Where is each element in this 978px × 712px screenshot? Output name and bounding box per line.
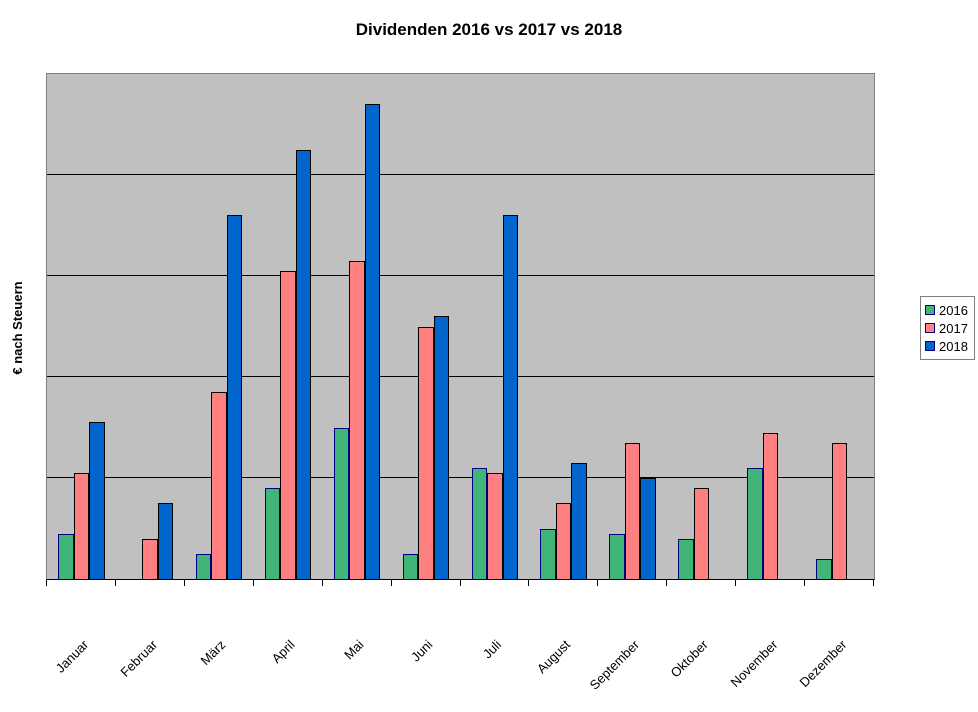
bar-august-2016 [540,528,556,579]
bar-mai-2017 [349,260,365,579]
bar-november-2017 [762,432,779,579]
legend-swatch-2018 [925,341,935,351]
legend-item-2016: 2016 [925,301,971,319]
bar-dezember-2017 [831,442,848,579]
bar-mai-2016 [333,427,350,579]
x-axis-tick [183,580,185,586]
bar-januar-2016 [58,533,74,579]
x-axis-tick [666,580,668,586]
gridline [47,174,874,175]
x-axis-tick [114,580,116,586]
x-axis-tick [528,580,530,586]
y-axis-title: € nach Steuern [10,281,25,375]
bar-märz-2016 [195,553,212,579]
bar-juli-2017 [487,472,503,579]
bar-september-2016 [609,533,625,579]
x-axis-tick [321,580,323,586]
bar-juni-2017 [418,326,434,579]
bar-februar-2017 [142,538,158,579]
x-axis-tick [873,580,874,586]
x-axis-label: Juli [480,637,505,662]
bar-september-2017 [624,442,641,579]
legend-swatch-2016 [925,305,935,315]
bar-april-2016 [264,488,281,579]
x-axis-tick [735,580,737,586]
bar-juni-2018 [433,316,450,579]
chart-title: Dividenden 2016 vs 2017 vs 2018 [355,20,623,39]
legend-label: 2018 [939,338,968,354]
x-axis-label: Juni [408,637,436,665]
bar-märz-2017 [211,392,227,579]
bar-januar-2017 [73,472,90,579]
x-axis-label: August [534,637,574,677]
gridline [47,376,874,377]
bar-dezember-2016 [816,558,832,579]
bar-april-2017 [280,270,296,579]
bar-januar-2018 [89,422,105,579]
plot-area [46,73,875,580]
x-axis-label: März [197,637,229,669]
bar-august-2018 [571,462,587,579]
legend-label: 2016 [939,302,968,318]
legend-label: 2017 [939,320,968,336]
x-axis-label: Dezember [796,637,850,691]
x-axis-label: September [586,637,643,693]
bar-september-2018 [640,478,656,579]
bar-oktober-2016 [678,538,694,579]
x-axis-tick [459,580,461,586]
x-axis-label: Mai [341,637,367,663]
x-axis-tick [46,580,47,586]
bar-august-2017 [555,503,572,579]
plot-inner [47,74,874,579]
x-axis-tick [597,580,599,586]
legend-swatch-2017 [925,323,935,333]
gridline [47,477,874,478]
x-axis-tick [252,580,254,586]
bar-mai-2018 [364,104,381,579]
x-axis-label: April [268,637,298,667]
gridline [47,275,874,276]
bar-februar-2018 [157,503,174,579]
bar-oktober-2017 [693,488,710,579]
legend: 2016 2017 2018 [920,296,975,360]
x-axis-label: November [727,637,781,691]
bar-märz-2018 [226,215,243,579]
x-axis-label: Oktober [668,637,712,681]
legend-item-2018: 2018 [925,337,971,355]
x-axis-tick [804,580,806,586]
bar-juli-2016 [471,467,488,579]
bar-april-2018 [295,149,312,579]
x-axis-label: Februar [117,637,160,680]
bar-november-2016 [747,467,763,579]
legend-item-2017: 2017 [925,319,971,337]
bar-juni-2016 [402,553,419,579]
x-axis-tick [390,580,392,586]
bar-juli-2018 [502,215,519,579]
x-axis-label: Januar [52,637,92,676]
